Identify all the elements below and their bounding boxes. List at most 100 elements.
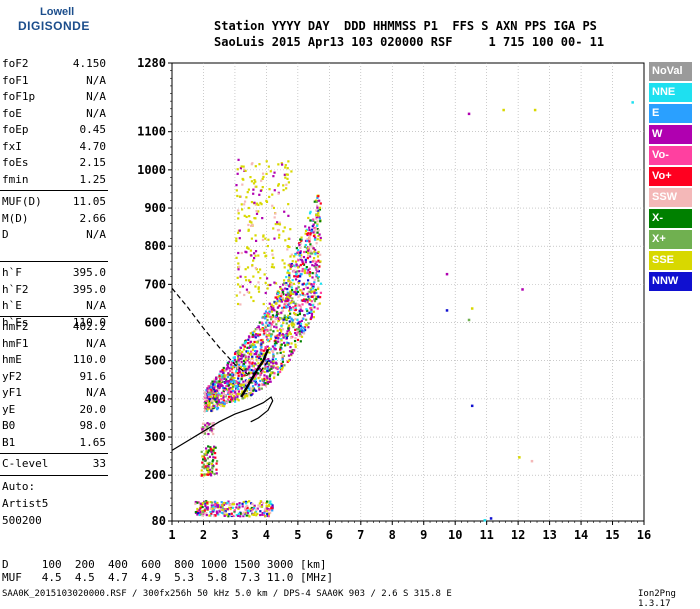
echo-point: [243, 168, 246, 171]
echo-point: [243, 342, 246, 345]
echo-point: [289, 290, 292, 293]
echo-point: [290, 342, 293, 345]
echo-point: [311, 304, 315, 307]
echo-point: [210, 450, 213, 454]
echo-point: [264, 365, 267, 368]
echo-point: [297, 281, 301, 285]
echo-point: [229, 395, 232, 398]
echo-point: [273, 372, 276, 375]
echo-point: [257, 210, 260, 213]
echo-point: [312, 223, 315, 226]
echo-point: [298, 254, 301, 257]
echo-point: [209, 472, 212, 475]
echo-point: [317, 270, 320, 273]
echo-point: [267, 315, 270, 318]
echo-point: [207, 463, 211, 466]
echo-point: [212, 427, 215, 431]
echo-point: [237, 374, 240, 377]
isolated-echo-point: [502, 108, 505, 112]
echo-point: [211, 460, 214, 463]
echo-point: [315, 216, 318, 219]
echo-point: [313, 294, 316, 297]
echo-point: [238, 380, 241, 383]
echo-point: [221, 401, 224, 404]
param-name: foEp: [2, 123, 29, 136]
echo-point: [240, 354, 243, 358]
echo-point: [315, 263, 318, 267]
echo-point: [268, 313, 271, 316]
echo-point: [288, 285, 291, 288]
echo-point: [211, 430, 214, 433]
echo-point: [198, 509, 201, 512]
echo-point: [212, 404, 215, 408]
echo-point: [319, 236, 322, 240]
echo-point: [211, 383, 215, 386]
echo-point: [224, 369, 227, 373]
echo-point: [255, 382, 259, 385]
echo-point: [296, 322, 299, 325]
echo-point: [243, 353, 246, 356]
echo-point: [244, 361, 247, 364]
echo-point: [244, 379, 247, 382]
echo-point: [300, 254, 303, 257]
x-tick-label: 10: [448, 528, 462, 542]
echo-point: [213, 507, 216, 510]
echo-point: [265, 509, 268, 512]
echo-point: [225, 368, 228, 371]
echo-point: [247, 188, 251, 191]
echo-point: [311, 276, 314, 279]
echo-point: [265, 375, 268, 378]
echo-point: [310, 245, 314, 248]
echo-point: [282, 293, 285, 296]
echo-point: [199, 510, 202, 513]
echo-point: [311, 252, 314, 255]
echo-point: [269, 283, 272, 287]
echo-point: [303, 270, 306, 273]
echo-point: [256, 327, 259, 331]
echo-point: [293, 339, 297, 343]
echo-point: [237, 399, 240, 402]
echo-point: [292, 349, 295, 352]
echo-point: [214, 446, 217, 449]
echo-point: [254, 345, 257, 349]
echo-point: [198, 513, 201, 517]
echo-point: [204, 427, 207, 430]
echo-point: [220, 376, 224, 379]
echo-point: [254, 180, 257, 183]
echo-point: [221, 504, 224, 507]
echo-point: [301, 267, 304, 271]
echo-point: [210, 429, 213, 432]
echo-point: [207, 465, 210, 468]
echo-point: [270, 367, 273, 370]
param-value: 395.0: [72, 266, 106, 279]
echo-point: [299, 273, 302, 276]
echo-point: [259, 513, 262, 517]
param-value: 110.0: [72, 315, 106, 329]
param-name: hmF1: [2, 336, 29, 350]
echo-point: [216, 501, 219, 505]
echo-point: [204, 502, 207, 505]
echo-point: [194, 500, 197, 504]
echo-point: [309, 287, 312, 290]
echo-point: [306, 239, 309, 243]
echo-point: [205, 512, 208, 515]
echo-point: [265, 254, 268, 257]
echo-point: [255, 268, 258, 271]
echo-point: [236, 392, 240, 396]
echo-point: [226, 508, 229, 511]
echo-point: [316, 231, 319, 234]
echo-point: [298, 330, 301, 333]
echo-point: [250, 393, 253, 397]
echo-point: [270, 333, 274, 336]
echo-point: [313, 238, 317, 241]
echo-point: [266, 313, 269, 316]
echo-point: [261, 238, 265, 242]
echo-point: [287, 214, 290, 217]
echo-point: [213, 503, 216, 506]
echo-point: [257, 385, 260, 388]
echo-point: [205, 429, 208, 432]
echo-point: [281, 163, 284, 166]
echo-point: [243, 396, 246, 399]
echo-point: [280, 368, 284, 371]
param-value: 11.05: [72, 195, 106, 208]
